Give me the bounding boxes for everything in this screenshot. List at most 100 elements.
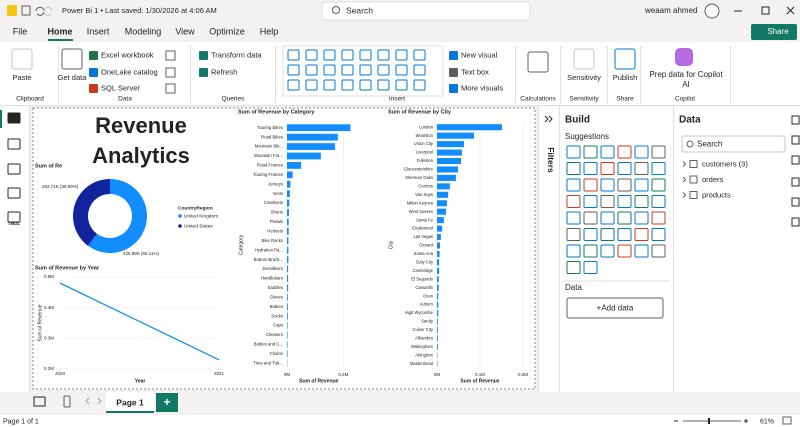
ribbon-button[interactable]: Sensitivity — [567, 73, 601, 82]
visual-type-icon[interactable] — [583, 145, 598, 159]
visual-type-icon[interactable] — [651, 178, 666, 192]
visual-type-icon[interactable] — [651, 228, 666, 241]
bar[interactable] — [287, 237, 289, 245]
visual-type-icon[interactable] — [617, 211, 632, 225]
rail-icon[interactable] — [791, 197, 800, 207]
visual-icon[interactable] — [359, 49, 372, 61]
nav-icon[interactable] — [7, 211, 21, 223]
bar[interactable] — [287, 190, 290, 198]
bar[interactable] — [287, 350, 288, 358]
bar[interactable] — [437, 335, 438, 342]
visual-type-icon[interactable] — [566, 228, 581, 241]
mobile-view-icon[interactable] — [63, 395, 71, 408]
bar[interactable] — [437, 124, 502, 131]
visual-icon[interactable] — [377, 49, 390, 61]
visual-type-icon[interactable] — [583, 261, 598, 274]
visual-icon[interactable] — [413, 64, 426, 76]
bar[interactable] — [287, 312, 288, 320]
visual-icon[interactable] — [413, 79, 426, 91]
visual-icon[interactable] — [287, 49, 300, 61]
visual-type-icon[interactable] — [617, 195, 632, 208]
visual-type-icon[interactable] — [566, 195, 581, 208]
bar[interactable] — [287, 227, 289, 235]
bar[interactable] — [437, 259, 440, 266]
table-name[interactable]: orders — [702, 175, 724, 184]
visual-type-icon[interactable] — [566, 162, 581, 175]
bar[interactable] — [437, 208, 447, 215]
visual-type-icon[interactable] — [634, 195, 649, 208]
redo-icon[interactable] — [43, 6, 53, 16]
visual-type-icon[interactable] — [583, 195, 598, 208]
copilot-button-label[interactable]: Prep data for Copilot AI — [649, 70, 723, 89]
visual-type-icon[interactable] — [634, 211, 649, 225]
bar[interactable] — [437, 166, 459, 173]
nav-icon[interactable] — [7, 163, 21, 175]
bar[interactable] — [437, 132, 474, 139]
bar[interactable] — [437, 301, 439, 308]
legend-label[interactable]: United Kingdom — [184, 213, 218, 219]
bar[interactable] — [287, 180, 291, 188]
visual-type-icon[interactable] — [634, 178, 649, 192]
rail-icon[interactable] — [791, 177, 800, 187]
next-page[interactable] — [97, 397, 102, 405]
bar[interactable] — [287, 124, 351, 132]
visual-icon[interactable] — [323, 49, 336, 61]
add-data-button[interactable] — [566, 297, 664, 319]
bar[interactable] — [437, 318, 438, 325]
visual-type-icon[interactable] — [617, 228, 632, 241]
visual-icon[interactable] — [413, 49, 426, 61]
bar[interactable] — [287, 162, 302, 169]
bar[interactable] — [287, 143, 335, 150]
ribbon-button[interactable]: OneLake catalog — [101, 67, 158, 76]
visual-type-icon[interactable] — [583, 228, 598, 241]
ribbon-button[interactable]: Text box — [461, 67, 489, 76]
rail-icon[interactable] — [791, 135, 800, 145]
bar[interactable] — [437, 141, 465, 148]
visual-icon[interactable] — [341, 64, 354, 76]
bar[interactable] — [287, 303, 288, 311]
bar[interactable] — [287, 152, 321, 160]
bar[interactable] — [437, 293, 439, 300]
nav-icon[interactable] — [7, 112, 21, 124]
data-search[interactable] — [681, 135, 786, 153]
visual-type-icon[interactable] — [651, 211, 666, 225]
visual-type-icon[interactable] — [651, 145, 666, 159]
menu-tab[interactable]: Optimize — [209, 26, 245, 36]
visual-icon[interactable] — [395, 49, 408, 61]
visual-icon[interactable] — [395, 64, 408, 76]
bar[interactable] — [437, 149, 462, 156]
add-page-button[interactable] — [156, 393, 178, 412]
visual-type-icon[interactable] — [600, 195, 615, 208]
visual-type-icon[interactable] — [634, 162, 649, 175]
visual-icon[interactable] — [377, 64, 390, 76]
visual-type-icon[interactable] — [566, 211, 581, 225]
close[interactable] — [786, 6, 795, 15]
search-box[interactable] — [321, 1, 531, 21]
menu-tab[interactable]: File — [13, 26, 28, 36]
menu-tab[interactable]: Modeling — [125, 26, 162, 36]
zoom-plus[interactable] — [744, 419, 748, 423]
visual-type-icon[interactable] — [617, 244, 632, 258]
menu-tab[interactable]: Insert — [87, 26, 110, 36]
visual-type-icon[interactable] — [617, 162, 632, 175]
visual-type-icon[interactable] — [583, 178, 598, 192]
page-tab-label[interactable]: Page 1 — [116, 397, 144, 407]
visual-type-icon[interactable] — [651, 244, 666, 258]
visual-type-icon[interactable] — [566, 244, 581, 258]
save-icon[interactable] — [21, 5, 31, 16]
bar[interactable] — [287, 284, 289, 292]
visual-icon[interactable] — [305, 64, 318, 76]
visual-type-icon[interactable] — [566, 145, 581, 159]
rail-icon[interactable] — [791, 115, 800, 125]
prev-page[interactable] — [85, 397, 90, 405]
bar[interactable] — [437, 276, 439, 283]
menu-tab[interactable]: Home — [47, 26, 72, 36]
user-avatar[interactable] — [704, 3, 720, 19]
visual-type-icon[interactable] — [566, 178, 581, 192]
bar[interactable] — [287, 293, 288, 301]
visual-icon[interactable] — [323, 64, 336, 76]
visual-type-icon[interactable] — [566, 261, 581, 274]
rail-icon[interactable] — [791, 217, 800, 227]
rail-icon[interactable] — [791, 155, 800, 165]
ribbon-button[interactable]: Refresh — [211, 67, 237, 76]
